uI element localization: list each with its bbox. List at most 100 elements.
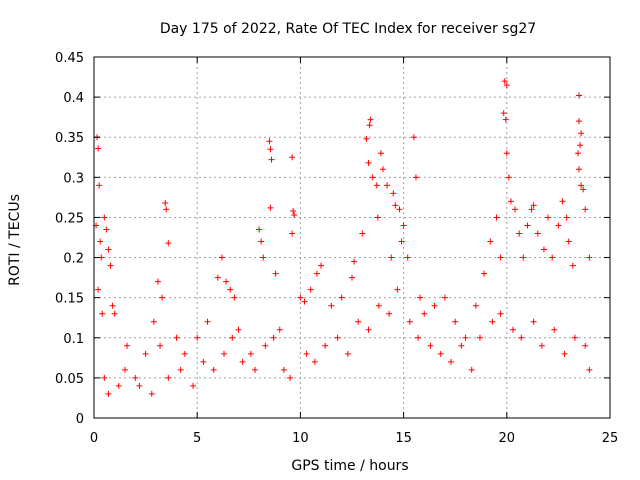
data-point (578, 182, 585, 189)
data-point (576, 166, 583, 173)
data-point (351, 258, 358, 265)
data-point (105, 390, 112, 397)
data-point (109, 302, 116, 309)
data-point (551, 326, 558, 333)
data-point (538, 342, 545, 349)
data-point (165, 240, 172, 247)
data-point (412, 174, 419, 181)
data-point (103, 226, 110, 233)
data-point (266, 138, 273, 145)
data-point (501, 78, 508, 85)
data-point (555, 222, 562, 229)
data-point (272, 270, 279, 277)
data-point (154, 278, 161, 285)
data-point (569, 262, 576, 269)
data-point (260, 254, 267, 261)
data-point (148, 390, 155, 397)
data-point (95, 145, 102, 152)
data-point (96, 182, 103, 189)
data-point (101, 214, 108, 221)
data-point (427, 342, 434, 349)
data-point (365, 326, 372, 333)
data-point (534, 230, 541, 237)
data-point (489, 318, 496, 325)
data-point (227, 286, 234, 293)
data-point (311, 358, 318, 365)
y-tick-label: 0.15 (55, 292, 84, 307)
data-point (239, 358, 246, 365)
data-point (421, 310, 428, 317)
data-point (303, 350, 310, 357)
data-point (194, 334, 201, 341)
data-point (518, 334, 525, 341)
data-point (355, 318, 362, 325)
data-point (503, 82, 510, 89)
data-point (417, 294, 424, 301)
data-point (406, 318, 413, 325)
data-point (410, 134, 417, 141)
data-point (520, 254, 527, 261)
data-point (99, 310, 106, 317)
y-tick-label: 0.1 (63, 332, 84, 347)
data-point (270, 334, 277, 341)
data-point (181, 350, 188, 357)
grid-lines (94, 57, 610, 418)
y-tick-label: 0.35 (55, 131, 84, 146)
data-point (481, 270, 488, 277)
data-point (121, 366, 128, 373)
data-point (105, 246, 112, 253)
data-point (373, 182, 380, 189)
chart-title: Day 175 of 2022, Rate Of TEC Index for r… (160, 21, 536, 37)
data-point (258, 238, 265, 245)
data-point (502, 116, 509, 123)
data-point (379, 166, 386, 173)
data-point (441, 294, 448, 301)
x-tick-label: 10 (292, 431, 309, 446)
data-point (95, 286, 102, 293)
axis-ticks (93, 56, 611, 419)
data-point (493, 214, 500, 221)
data-point (563, 214, 570, 221)
data-point (124, 342, 131, 349)
y-tick-labels: 0 0.05 0.1 0.15 0.2 0.25 0.3 0.35 0.4 0.45 (55, 51, 84, 427)
y-axis-title: ROTI / TECUs (7, 194, 23, 286)
data-point (398, 238, 405, 245)
data-point (218, 254, 225, 261)
data-point (516, 230, 523, 237)
data-point (142, 350, 149, 357)
data-point (267, 204, 274, 211)
data-point (561, 350, 568, 357)
data-point (291, 212, 298, 219)
data-point (576, 118, 583, 125)
data-point (223, 278, 230, 285)
data-point (487, 238, 494, 245)
data-point (136, 382, 143, 389)
data-point (349, 274, 355, 281)
data-point (322, 342, 329, 349)
y-tick-label: 0.05 (55, 372, 84, 387)
y-tick-label: 0.2 (63, 252, 84, 267)
data-point (452, 318, 459, 325)
data-point (229, 334, 236, 341)
data-point (392, 202, 399, 209)
data-point (101, 374, 108, 381)
data-point (190, 382, 197, 389)
data-point (384, 182, 391, 189)
y-tick-label: 0 (76, 412, 84, 427)
data-point (530, 318, 537, 325)
data-point (328, 302, 335, 309)
data-point (472, 302, 479, 309)
data-point (289, 230, 296, 237)
x-tick-label: 15 (395, 431, 412, 446)
data-point (173, 334, 180, 341)
data-point (396, 206, 403, 213)
data-point (540, 246, 547, 253)
data-point (367, 116, 374, 123)
data-point (507, 198, 514, 205)
data-point (578, 130, 585, 137)
data-point (165, 374, 172, 381)
data-point (577, 142, 584, 149)
data-point (359, 230, 366, 237)
data-point (415, 334, 422, 341)
data-point (404, 254, 411, 261)
